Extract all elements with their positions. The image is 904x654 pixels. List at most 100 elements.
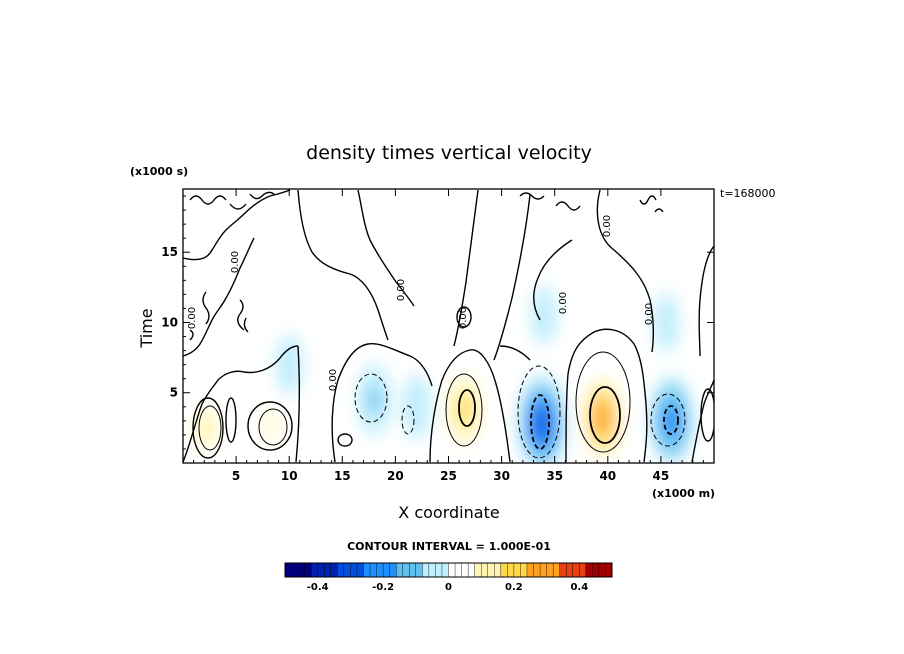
contour-labels: 0.00 0.00 0.00 0.00 0.00 0.00 0.00 0.00 <box>187 215 655 391</box>
colorbar-tick-label: -0.4 <box>307 582 329 593</box>
contour-positive-lines <box>198 351 631 453</box>
colorbar-cell <box>526 562 535 578</box>
contour-neg-0.1 <box>354 373 388 423</box>
contour-0.1 <box>575 351 631 453</box>
colorbar-cell <box>467 562 476 578</box>
colorbar-cell <box>395 562 404 578</box>
contour-zero-line <box>295 345 300 463</box>
field-blob <box>594 316 600 329</box>
colorbar-cell <box>441 562 449 578</box>
colorbar-cell <box>330 562 338 578</box>
colorbar-cell <box>533 562 541 578</box>
colorbar-tick-label: -0.2 <box>372 582 394 593</box>
x-unit-label: (x1000 m) <box>652 487 715 500</box>
colorbar-cell <box>585 562 593 578</box>
y-tick-label: 10 <box>161 315 178 329</box>
contour-0.2 <box>458 389 476 427</box>
colorbar-cell <box>579 562 587 578</box>
colorbar-cell <box>422 562 430 578</box>
chart-title: density times vertical velocity <box>306 142 592 164</box>
shaded-field <box>188 278 694 463</box>
colorbar-cell <box>291 562 299 578</box>
colorbar-cell <box>494 562 502 578</box>
contour-zero-loop <box>192 397 224 459</box>
x-tick-label: 15 <box>334 469 351 483</box>
colorbar-cell <box>559 562 567 578</box>
contour-zero-line <box>429 349 511 463</box>
contour-interval-label: CONTOUR INTERVAL = 1.000E-01 <box>347 540 551 553</box>
field-blob <box>370 392 378 408</box>
field-blob <box>597 407 608 429</box>
colorbar-tick-label: 0 <box>445 582 452 593</box>
contour-zero-line <box>691 379 714 463</box>
x-tick-label: 10 <box>281 469 298 483</box>
contour-zero-line <box>698 245 714 357</box>
timestamp-label: t=168000 <box>720 187 776 200</box>
colorbar-cell <box>310 562 319 578</box>
colorbar-cell <box>605 562 613 578</box>
colorbar-cell <box>454 562 463 578</box>
contour-zero-loop <box>337 433 353 447</box>
x-tick-label: 45 <box>653 469 670 483</box>
colorbar-cell <box>507 562 515 578</box>
x-tick-label: 30 <box>493 469 510 483</box>
contour-label: 0.00 <box>396 279 407 301</box>
y-tick-label: 15 <box>161 245 178 259</box>
contour-zero-line <box>453 189 479 347</box>
contour-zero-line <box>297 189 389 341</box>
contour-label: 0.00 <box>602 215 613 237</box>
colorbar: -0.4 -0.2 0 0.2 0.4 <box>284 562 613 593</box>
colorbar-cell <box>337 562 345 578</box>
colorbar-frame <box>284 562 613 578</box>
contour-zero-line <box>183 189 291 261</box>
colorbar-cell <box>435 562 443 578</box>
x-tick-label: 5 <box>232 469 240 483</box>
colorbar-cell <box>513 562 521 578</box>
contour-0.1 <box>198 405 222 451</box>
contour-zero-line <box>357 189 415 307</box>
contour-zero-line <box>183 345 299 463</box>
field-blob <box>663 316 669 329</box>
colorbar-cell <box>382 562 391 578</box>
contour-neg-0.2 <box>663 405 679 435</box>
contour-neg-0.1 <box>650 393 686 447</box>
colorbar-cell <box>592 562 600 578</box>
contour-lines <box>183 189 714 463</box>
contour-zero-loop <box>700 388 714 442</box>
contour-0.2 <box>589 386 621 444</box>
field-blob <box>286 358 293 371</box>
field-blob <box>267 417 275 433</box>
contour-zero-loop <box>247 401 293 451</box>
y-axis-label: Time <box>137 308 156 348</box>
contour-zero-line <box>533 239 573 321</box>
colorbar-cell <box>369 562 378 578</box>
colorbar-cell <box>552 562 561 578</box>
colorbar-cell <box>539 562 548 578</box>
colorbar-cell <box>598 562 606 578</box>
field-blob <box>536 413 547 434</box>
contour-label: 0.00 <box>458 307 469 329</box>
colorbar-cell <box>343 562 351 578</box>
colorbar-cell <box>356 562 364 578</box>
colorbar-cell <box>363 562 371 578</box>
contour-zero-loop <box>225 397 237 443</box>
field-blob <box>202 420 210 436</box>
colorbar-cell <box>566 562 574 578</box>
colorbar-cell <box>428 562 436 578</box>
field-blob <box>460 400 469 419</box>
x-axis-label: X coordinate <box>398 503 499 522</box>
field-blob <box>667 411 677 431</box>
colorbar-cell <box>350 562 358 578</box>
colorbar-cell <box>284 562 293 578</box>
contour-0.1 <box>445 373 483 447</box>
colorbar-tick-label: 0.4 <box>570 582 588 593</box>
contour-neg-0.1 <box>517 365 561 459</box>
colorbar-cell <box>409 562 417 578</box>
x-tick-label: 25 <box>440 469 457 483</box>
contour-label: 0.00 <box>230 251 241 273</box>
colorbar-cell <box>304 562 312 578</box>
colorbar-cell <box>448 562 456 578</box>
contour-zero-loop <box>456 306 472 328</box>
colorbar-cell <box>520 562 528 578</box>
